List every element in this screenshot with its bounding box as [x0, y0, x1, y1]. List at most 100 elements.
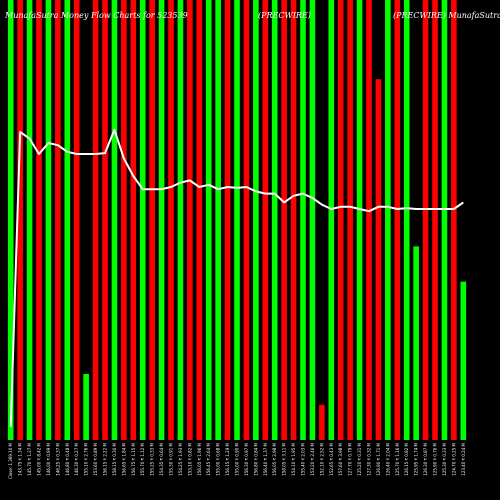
tick-label: 156.65 ₹ 1.84 M: [121, 442, 126, 475]
tick-label: 145.00 ₹ 8.42 M: [37, 442, 42, 475]
tick-label: 155.30 ₹ 0.91 M: [169, 442, 174, 475]
bar-green: [460, 281, 467, 440]
bar-red: [17, 0, 23, 440]
tick-label: 125.95 ₹ 1.74 M: [414, 442, 419, 475]
tick-label: 152.10 ₹ 2.52 M: [319, 442, 324, 475]
tick-label: 152.65 ₹ 0.43 M: [329, 442, 334, 475]
bar-green: [309, 0, 316, 440]
bar-red: [319, 404, 325, 440]
bar-green: [158, 0, 165, 440]
bar-green: [385, 0, 391, 440]
tick-label: 156.75 ₹ 1.15 M: [131, 442, 136, 475]
tick-label: 153.10 ₹ 0.82 M: [187, 442, 192, 475]
bar-red: [130, 0, 137, 440]
tick-label: 126.15 ₹ 0.82 M: [404, 442, 409, 475]
chart-title-left: MunafaSutra Money Flow Charts for 523539: [4, 11, 188, 20]
tick-label: 155.70 ₹ 1.12 M: [140, 442, 145, 475]
bar-red: [102, 0, 108, 440]
tick-label: 156.80 ₹ 0.84 M: [253, 442, 258, 475]
tick-label: 156.15 ₹ 1.29 M: [225, 442, 230, 475]
tick-label: 154.25 ₹ 1.93 M: [178, 442, 183, 475]
tick-label: 155.40 ₹ 2.03 M: [301, 442, 306, 475]
line-layer: [9, 128, 464, 427]
bar-red: [168, 0, 174, 440]
tick-label: 154.35 ₹ 0.64 M: [159, 442, 164, 475]
bar-green: [45, 0, 52, 440]
tick-label: 124.70 ₹ 0.25 M: [451, 442, 456, 475]
bar-red: [366, 0, 372, 440]
tick-label: 127.30 ₹ 0.32 M: [367, 442, 372, 475]
bar-green: [177, 0, 184, 440]
tick-label: 156.05 ₹ 1.96 M: [197, 442, 202, 475]
chart-title-mid: (PRECWIRE): [258, 11, 311, 20]
bar-green: [215, 0, 221, 440]
bar-red: [375, 79, 382, 440]
tick-label: 146.25 ₹ 0.37 M: [55, 442, 60, 475]
bar-red: [36, 0, 42, 440]
tick-label: 125.30 ₹ 0.33 M: [442, 442, 447, 475]
bar-red: [224, 0, 231, 440]
bar-green: [83, 374, 89, 440]
tick-label: 125.20 ₹ 0.31 M: [357, 442, 362, 475]
bar-green: [271, 0, 278, 440]
bar-green: [111, 0, 118, 440]
bar-green: [356, 0, 363, 440]
tick-label: 145.70 ₹ 1.27 M: [27, 442, 32, 475]
tick-label: 146.00 ₹ 0.99 M: [46, 442, 51, 475]
tick-label: Close: 1,369.10 M: [8, 442, 13, 479]
bar-green: [328, 0, 335, 440]
tick-label: 126.40 ₹ 2.04 M: [385, 442, 390, 475]
tick-label: 156.40 ₹ 1.37 M: [263, 442, 268, 475]
bar-red: [281, 0, 287, 440]
bar-green: [413, 246, 419, 440]
bar-red: [347, 0, 353, 440]
bar-red: [394, 0, 401, 440]
tick-label: 126.30 ₹ 0.87 M: [423, 442, 428, 475]
tick-label: 156.30 ₹ 0.97 M: [244, 442, 249, 475]
bar-red: [243, 0, 250, 440]
tick-label: 156.05 ₹ 2.98 M: [272, 442, 277, 475]
bar-red: [290, 0, 297, 440]
bar-green: [300, 0, 306, 440]
tick-label: 146.80 ₹ 0.48 M: [65, 442, 70, 475]
bar-green: [139, 0, 146, 440]
bar-red: [196, 0, 203, 440]
bar-green: [26, 0, 33, 440]
tick-label: 146.30 ₹ 0.27 M: [74, 442, 79, 475]
tick-label: 155.00 ₹ 0.68 M: [216, 442, 221, 475]
tick-label: 156.45 ₹ 2.64 M: [206, 442, 211, 475]
tick-label: 158.15 ₹ 0.30 M: [112, 442, 117, 475]
bar-red: [337, 0, 344, 440]
bar-green: [253, 0, 259, 440]
tick-label: 157.60 ₹ 3.98 M: [338, 442, 343, 475]
bar-red: [432, 0, 438, 440]
tick-label: 153.60 ₹ 0.89 M: [93, 442, 98, 475]
bar-green: [64, 0, 71, 440]
bar-red: [451, 0, 457, 440]
tick-label: 125.70 ₹ 1.16 M: [395, 442, 400, 475]
tick-label: 126.90 ₹ 1.71 M: [376, 442, 381, 475]
bar-green: [205, 0, 212, 440]
tick-label: 156.15 ₹ 2.22 M: [103, 442, 108, 475]
tick-label: 143.75 ₹ 1.34 M: [18, 442, 23, 475]
bar-green: [7, 0, 14, 440]
bar-green: [234, 0, 240, 440]
tick-label: 123.40 ₹ 0.24 M: [461, 442, 466, 475]
ticks-layer: Close: 1,369.10 M 143.75 ₹ 1.34 M 145.70 ₹…: [8, 442, 466, 479]
bar-green: [441, 0, 448, 440]
tick-label: 125.90 ₹ 0.76 M: [433, 442, 438, 475]
bar-red: [262, 0, 269, 440]
bar-red: [73, 0, 80, 440]
tick-label: 153.20 ₹ 2.46 M: [310, 442, 315, 475]
chart-title-right: (PRECWIRE) MunafaSutra: [393, 11, 500, 20]
bar-red: [55, 0, 61, 440]
bar-red: [149, 0, 155, 440]
bar-red: [187, 0, 193, 440]
tick-label: 158.05 ₹ 3.11 M: [282, 442, 287, 475]
bar-green: [403, 0, 410, 440]
bar-red: [92, 0, 99, 440]
tick-label: 155.25 ₹ 0.33 M: [150, 442, 155, 475]
tick-label: 154.10 ₹ 1.95 M: [291, 442, 296, 475]
tick-label: 127.70 ₹ 0.79 M: [348, 442, 353, 475]
bars-layer: [7, 0, 467, 440]
